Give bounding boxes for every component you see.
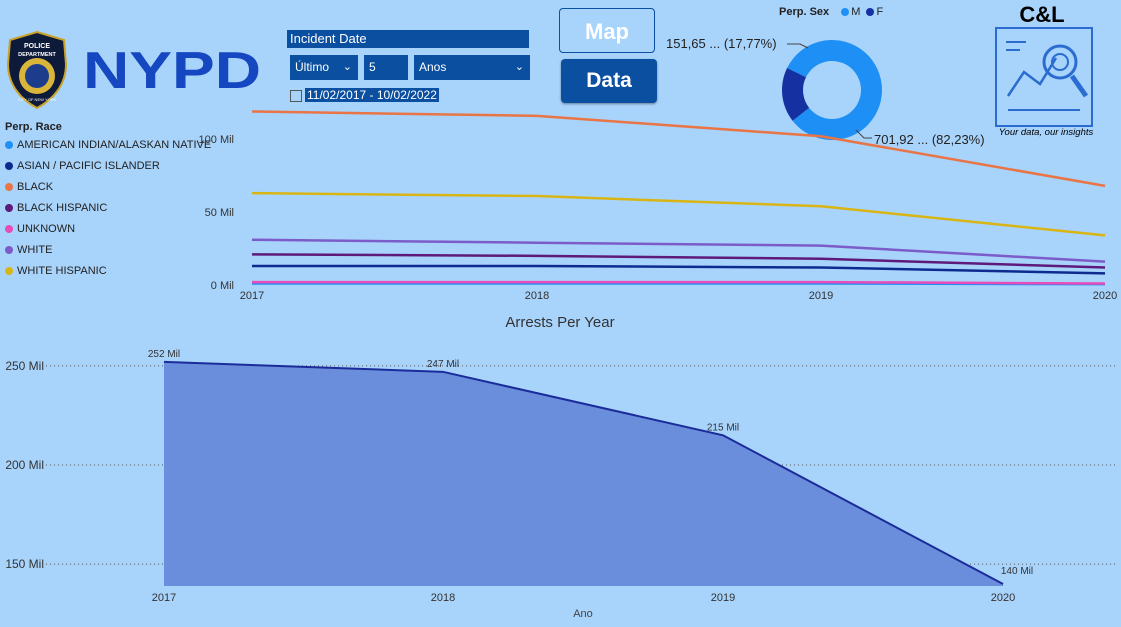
legend-label: ASIAN / PACIFIC ISLANDER [17,160,160,172]
data-label: 247 Mil [427,359,459,370]
unit-value: Anos [419,60,447,74]
chevron-down-icon: ⌄ [514,61,524,73]
x-axis-title: Ano [573,608,593,620]
legend-dot [5,246,13,255]
area-line [163,360,1004,585]
count-input[interactable]: 5 [364,55,408,80]
relative-filter-value: Último [295,60,330,74]
legend-item[interactable]: AMERICAN INDIAN/ALASKAN NATIVE [5,138,211,159]
cl-logo: C&L Your data, our insights [995,2,1094,138]
legend-item[interactable]: BLACK [5,180,211,201]
perp-race-title: Perp. Race [5,121,62,133]
x-tick-label: 2018 [431,592,455,604]
date-range: 11/02/2017 - 10/02/2022 [290,87,439,104]
legend-dot-f [866,8,875,17]
date-range-text: 11/02/2017 - 10/02/2022 [305,88,439,102]
badge-line1: POLICE [24,43,50,50]
relative-filter-dropdown[interactable]: Último ⌄ [290,55,358,80]
chevron-down-icon: ⌄ [342,61,352,73]
y-tick-label: 0 Mil [211,280,234,292]
series-line [251,191,1106,237]
perp-race-legend: AMERICAN INDIAN/ALASKAN NATIVE ASIAN / P… [5,138,211,285]
legend-item[interactable]: UNKNOWN [5,222,211,243]
data-label: 140 Mil [1001,566,1033,577]
legend-dot [5,183,13,192]
chart-title: Arrests Per Year [505,314,614,331]
series-line [251,253,1106,269]
nypd-logo-text: NYPD [83,42,261,94]
x-tick-label: 2017 [240,290,264,302]
legend-label: UNKNOWN [17,223,76,235]
legend-label: AMERICAN INDIAN/ALASKAN NATIVE [17,139,212,151]
data-button[interactable]: Data [561,59,657,103]
x-tick-label: 2018 [525,290,549,302]
race-line-chart: 0 Mil 50 Mil 100 Mil 2017 2018 2019 2020 [199,110,1117,302]
legend-item[interactable]: WHITE HISPANIC [5,264,211,285]
legend-label: BLACK [17,181,54,193]
legend-dot-m [841,8,850,17]
data-label: 215 Mil [707,422,739,433]
legend-item[interactable]: BLACK HISPANIC [5,201,211,222]
area-fill [164,361,1003,586]
legend-label: WHITE HISPANIC [17,265,107,277]
nypd-logo: NYPD [83,42,261,94]
y-tick-label: 50 Mil [205,207,234,219]
x-tick-label: 2019 [711,592,735,604]
x-tick-label: 2020 [991,592,1015,604]
cl-logo-title: C&L [1019,2,1064,27]
series-line [251,238,1106,263]
donut-label-f: 151,65 ... (17,77%) [666,36,777,51]
legend-label: WHITE [17,244,53,256]
donut-slice-m[interactable] [787,39,882,140]
x-tick-label: 2020 [1093,290,1117,302]
legend-dot [5,267,13,276]
y-tick-label: 250 Mil [5,359,44,373]
badge-line2: DEPARTMENT [18,52,56,58]
incident-date-label: Incident Date [287,30,529,48]
arrests-area-chart: Arrests Per Year 150 Mil 200 Mil 250 Mil 252… [5,314,1118,620]
legend-item[interactable]: ASIAN / PACIFIC ISLANDER [5,159,211,180]
legend-item[interactable]: WHITE [5,243,211,264]
legend-dot [5,204,13,213]
perp-sex-legend: Perp. Sex M F [779,6,883,18]
legend-dot [5,141,13,150]
unit-dropdown[interactable]: Anos ⌄ [414,55,530,80]
series-line [251,110,1106,188]
map-button[interactable]: Map [559,8,655,53]
legend-dot [5,225,13,234]
donut-leaders [787,43,872,139]
x-tick-label: 2017 [152,592,176,604]
perp-sex-donut [782,39,882,140]
y-tick-label: 100 Mil [199,134,234,146]
series-line [252,280,1106,285]
x-tick-label: 2019 [809,290,833,302]
y-tick-label: 200 Mil [5,458,44,472]
badge-bottom: CITY OF NEW YORK [18,97,57,102]
legend-f[interactable]: F [876,6,884,18]
data-label: 252 Mil [148,349,180,360]
nypd-badge: POLICE DEPARTMENT CITY OF NEW YORK [6,30,68,110]
series-line [252,264,1106,275]
perp-sex-title: Perp. Sex [779,6,830,18]
donut-label-m: 701,92 ... (82,23%) [874,132,985,147]
legend-dot [5,162,13,171]
cl-logo-tagline: Your data, our insights [999,127,1094,138]
calendar-icon [290,89,302,102]
legend-label: BLACK HISPANIC [17,202,108,214]
legend-m[interactable]: M [851,6,861,18]
donut-slice-f[interactable] [782,68,810,121]
y-tick-label: 150 Mil [5,557,44,571]
